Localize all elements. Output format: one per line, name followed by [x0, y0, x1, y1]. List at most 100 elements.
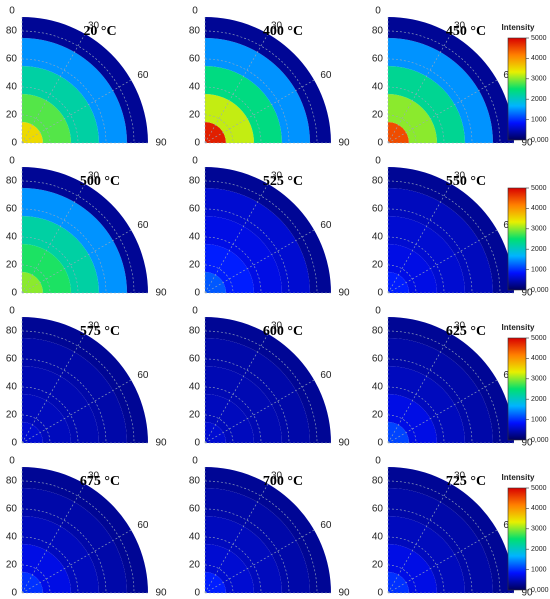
colorbar [507, 37, 527, 141]
angle-tick-label: 30 [271, 21, 283, 32]
grid-circle [204, 536, 262, 594]
grid-ray [21, 79, 132, 144]
r-tick-label: 80 [189, 476, 201, 487]
angle-tick-label: 0 [9, 156, 15, 167]
grid-circle [387, 508, 473, 594]
grid-circle [387, 386, 445, 444]
grid-circle [387, 564, 417, 594]
intensity-band [205, 188, 310, 293]
colorbar-tick-label: 2000 [531, 96, 547, 103]
grid-circle [21, 86, 79, 144]
colorbar-tick-label: 3000 [531, 226, 547, 233]
grid-circle [204, 180, 318, 294]
r-tick-label: 80 [372, 176, 384, 187]
intensity-band [205, 167, 331, 293]
angle-tick-label: 60 [137, 370, 149, 381]
angle-tick-label: 0 [375, 156, 381, 167]
r-tick-label: 20 [6, 410, 18, 421]
intensity-band [22, 366, 99, 443]
grid-circle [21, 264, 51, 294]
grid-ray [387, 379, 498, 444]
grid-circle [21, 208, 107, 294]
colorbar-tick-label: 2000 [531, 246, 547, 253]
grid-ray [21, 333, 86, 444]
panel-title: 525 °C [263, 174, 303, 189]
r-tick-label: 80 [372, 326, 384, 337]
r-tick-label: 20 [372, 560, 384, 571]
grid-circle [387, 86, 445, 144]
colorbar-tick-label: 4000 [531, 505, 547, 512]
pole-figure: 0 20 40 60 80 0 30 60 90 675 °C [6, 456, 167, 599]
r-tick-label: 20 [372, 110, 384, 121]
grid-circle [21, 508, 107, 594]
grid-ray [21, 483, 86, 594]
intensity-band [388, 317, 514, 443]
grid-circle [21, 358, 107, 444]
grid-circle [204, 330, 318, 444]
grid-circle [21, 414, 51, 444]
grid-ray [21, 379, 132, 444]
grid-circle [204, 480, 318, 594]
panel-title: 450 °C [446, 24, 486, 39]
angle-tick-label: 30 [88, 171, 100, 182]
colorbar-tick-label: 5000 [531, 35, 547, 42]
r-tick-label: 80 [189, 176, 201, 187]
r-tick-label: 60 [372, 354, 384, 365]
grid-circle [387, 236, 445, 294]
r-tick-label: 0 [11, 588, 17, 599]
colorbar-tick-label: 0,000 [531, 137, 549, 144]
panel-title: 600 °C [263, 324, 303, 339]
intensity-band [205, 516, 282, 593]
intensity-band [205, 66, 282, 143]
angle-tick-label: 30 [88, 471, 100, 482]
panel-title: 725 °C [446, 474, 486, 489]
r-tick-label: 0 [377, 438, 383, 449]
intensity-band [205, 422, 226, 443]
colorbar-title: Intensity [502, 23, 535, 32]
intensity-band [22, 467, 148, 593]
angle-tick-label: 30 [454, 171, 466, 182]
panel-title: 400 °C [263, 24, 303, 39]
r-tick-label: 20 [372, 410, 384, 421]
angle-tick-label: 30 [454, 321, 466, 332]
panel-title: 700 °C [263, 474, 303, 489]
colorbar-tick-label: 2000 [531, 546, 547, 553]
grid-circle [204, 414, 234, 444]
angle-tick-label: 0 [192, 6, 198, 17]
colorbar-tick-label: 5000 [531, 485, 547, 492]
angle-tick-label: 90 [155, 588, 167, 599]
angle-tick-label: 0 [9, 306, 15, 317]
grid-ray [204, 333, 269, 444]
angle-tick-label: 30 [88, 321, 100, 332]
colorbar-tick-label: 0,000 [531, 287, 549, 294]
grid-ray [387, 483, 452, 594]
angle-tick-label: 30 [454, 21, 466, 32]
angle-tick-label: 60 [137, 70, 149, 81]
pole-figure: 0 20 40 60 80 0 30 60 90 20 °C [6, 6, 167, 149]
grid-ray [204, 79, 315, 144]
r-tick-label: 80 [189, 326, 201, 337]
grid-ray [204, 33, 269, 144]
intensity-band [22, 122, 43, 143]
angle-tick-label: 60 [320, 520, 332, 531]
grid-circle [387, 264, 417, 294]
r-tick-label: 20 [189, 560, 201, 571]
r-tick-label: 0 [11, 438, 17, 449]
grid-ray [387, 79, 498, 144]
grid-circle [204, 114, 234, 144]
intensity-band [388, 572, 409, 593]
r-tick-label: 60 [189, 504, 201, 515]
grid-circle [204, 358, 290, 444]
intensity-band [205, 94, 254, 143]
colorbar-tick-label: 3000 [531, 376, 547, 383]
r-tick-label: 80 [6, 26, 18, 37]
colorbar-tick-label: 1000 [531, 266, 547, 273]
pole-figure: 0 20 40 60 80 0 30 60 90 575 °C [6, 306, 167, 449]
r-tick-label: 0 [11, 288, 17, 299]
intensity-band [205, 17, 331, 143]
r-tick-label: 80 [6, 476, 18, 487]
grid-circle [387, 180, 501, 294]
angle-tick-label: 90 [521, 588, 533, 599]
colorbar [507, 337, 527, 441]
grid-circle [204, 264, 234, 294]
